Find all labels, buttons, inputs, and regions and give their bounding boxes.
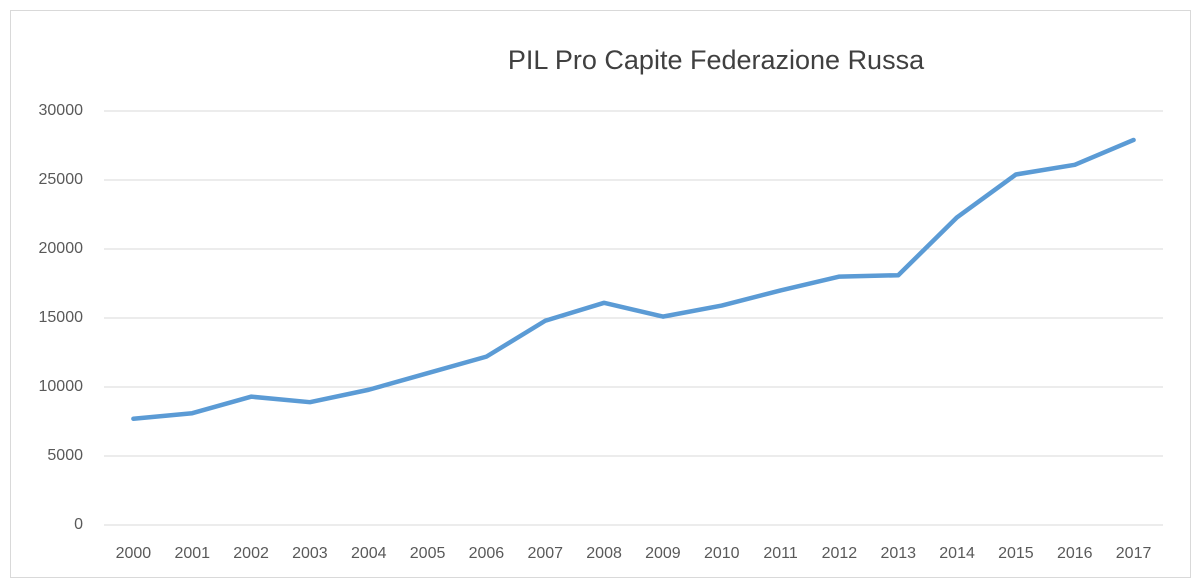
x-tick-label: 2001 <box>174 545 210 562</box>
line-series <box>131 137 1136 421</box>
x-tick-label: 2015 <box>998 545 1034 562</box>
x-tick-label: 2000 <box>116 545 152 562</box>
x-tick-label: 2004 <box>351 545 387 562</box>
x-tick-label: 2013 <box>880 545 916 562</box>
x-tick-label: 2008 <box>586 545 622 562</box>
y-tick-label: 30000 <box>39 102 84 119</box>
y-tick-label: 0 <box>74 516 83 533</box>
chart-border <box>10 10 1191 578</box>
x-tick-label: 2003 <box>292 545 328 562</box>
x-tick-label: 2002 <box>233 545 269 562</box>
x-tick-label: 2007 <box>527 545 563 562</box>
x-tick-label: 2009 <box>645 545 681 562</box>
chart-title: PIL Pro Capite Federazione Russa <box>508 45 925 75</box>
x-tick-label: 2006 <box>469 545 505 562</box>
y-tick-label: 15000 <box>39 309 84 326</box>
y-tick-label: 25000 <box>39 171 84 188</box>
x-tick-label: 2012 <box>822 545 858 562</box>
x-tick-label: 2010 <box>704 545 740 562</box>
x-tick-label: 2016 <box>1057 545 1093 562</box>
y-tick-label: 5000 <box>47 447 83 464</box>
x-tick-label: 2005 <box>410 545 446 562</box>
x-tick-label: 2011 <box>763 545 798 562</box>
x-tick-label: 2014 <box>939 545 975 562</box>
x-tick-label: 2017 <box>1116 545 1152 562</box>
y-tick-label: 10000 <box>39 378 84 395</box>
y-tick-label: 20000 <box>39 240 84 257</box>
